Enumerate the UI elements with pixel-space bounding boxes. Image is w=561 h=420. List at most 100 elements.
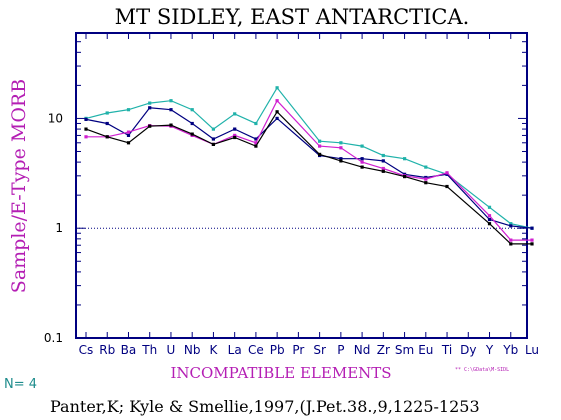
y-axis-label: Sample/E-Type MORB xyxy=(8,79,30,293)
data-point xyxy=(84,117,88,121)
x-tick-label-cs: Cs xyxy=(79,343,94,357)
data-point xyxy=(339,159,343,163)
data-point xyxy=(105,121,109,126)
data-point xyxy=(530,242,534,246)
data-point xyxy=(445,171,449,175)
data-point xyxy=(381,159,385,163)
data-point xyxy=(381,169,385,173)
data-point xyxy=(211,142,215,146)
citation: Panter,K; Kyle & Smellie,1997,(J.Pet.38.… xyxy=(50,397,480,416)
series-line xyxy=(85,107,533,229)
data-point xyxy=(318,144,322,148)
x-tick-label-pr: Pr xyxy=(292,343,304,357)
x-tick-label-la: La xyxy=(228,343,242,357)
x-tick-label-k: K xyxy=(209,343,218,357)
data-point xyxy=(105,111,109,115)
data-point xyxy=(169,99,173,103)
x-tick-label-ba: Ba xyxy=(121,343,137,357)
data-point xyxy=(339,157,343,161)
x-tick-label-rb: Rb xyxy=(99,343,115,357)
x-tick-label-y: Y xyxy=(485,343,494,357)
data-point xyxy=(509,224,513,228)
data-point xyxy=(360,157,364,161)
data-point xyxy=(509,242,513,246)
x-tick-label-u: U xyxy=(167,343,176,357)
data-point xyxy=(381,153,385,158)
data-point xyxy=(211,127,215,131)
data-point xyxy=(190,132,194,136)
x-tick-label-eu: Eu xyxy=(418,343,433,357)
x-tick-label-zr: Zr xyxy=(377,343,390,357)
y-tick-label: 1 xyxy=(55,221,63,235)
data-point xyxy=(381,166,385,171)
data-point xyxy=(211,137,215,141)
data-point xyxy=(487,217,492,222)
data-point xyxy=(530,238,534,242)
data-point xyxy=(424,181,428,185)
data-point xyxy=(254,121,258,126)
sample-count: N= 4 xyxy=(4,377,37,392)
plot-border xyxy=(75,32,528,339)
y-tick-label: 0.1 xyxy=(44,331,63,345)
data-point xyxy=(487,214,492,218)
data-point xyxy=(275,99,279,103)
data-point xyxy=(318,139,322,143)
data-point xyxy=(233,127,237,131)
series-2 xyxy=(84,106,534,230)
x-tick-label-p: P xyxy=(337,343,344,357)
data-point xyxy=(84,127,88,131)
data-point xyxy=(339,141,343,145)
x-axis-label: INCOMPATIBLE ELEMENTS xyxy=(170,364,391,382)
data-point xyxy=(424,165,428,169)
x-tick-label-ti: Ti xyxy=(441,343,452,357)
data-point xyxy=(318,152,322,156)
x-tick-label-sm: Sm xyxy=(395,343,414,357)
series-4 xyxy=(84,110,534,246)
data-point xyxy=(148,124,152,128)
data-point xyxy=(105,135,109,139)
series-3 xyxy=(84,99,534,242)
x-tick-label-ce: Ce xyxy=(248,343,264,357)
x-tick-label-th: Th xyxy=(141,343,157,357)
data-point xyxy=(254,137,258,141)
data-point xyxy=(126,133,131,137)
data-point xyxy=(360,165,364,169)
chart-title: MT SIDLEY, EAST ANTARCTICA. xyxy=(115,5,470,29)
x-tick-label-sr: Sr xyxy=(313,343,326,357)
data-point xyxy=(190,121,194,126)
data-point xyxy=(339,146,343,150)
series-line xyxy=(85,86,533,229)
x-tick-label-dy: Dy xyxy=(460,343,476,357)
x-tick-label-lu: Lu xyxy=(525,343,539,357)
x-axis-ticks: Cs Rb Ba Th U Nb K La Ce Pb Pr Sr P Nd Zr Sm Eu Ti Dy Y Yb Lu xyxy=(79,33,539,357)
plot-frame xyxy=(75,32,528,339)
data-point xyxy=(233,112,237,116)
data-point xyxy=(403,157,407,161)
data-point xyxy=(360,160,364,164)
data-point xyxy=(445,184,449,189)
data-point xyxy=(126,130,131,134)
y-tick-label: 10 xyxy=(48,111,63,125)
series-layer xyxy=(84,86,534,246)
data-point xyxy=(233,133,237,137)
data-point xyxy=(169,123,173,127)
x-tick-label-yb: Yb xyxy=(502,343,518,357)
data-point xyxy=(275,116,279,120)
data-point xyxy=(509,238,513,242)
data-point xyxy=(254,144,258,148)
data-point xyxy=(84,135,88,139)
data-point xyxy=(190,108,194,112)
y-axis-ticks: 0.1 1 10 xyxy=(44,32,527,345)
data-point xyxy=(509,222,513,226)
x-tick-label-nb: Nb xyxy=(184,343,201,357)
data-point xyxy=(148,106,152,110)
data-point xyxy=(360,144,364,148)
data-file-path: ** C:\GData\M-SIDL xyxy=(455,367,509,373)
data-point xyxy=(424,177,428,181)
data-point xyxy=(487,205,492,209)
data-point xyxy=(530,226,534,230)
series-line xyxy=(85,110,532,245)
data-point xyxy=(233,135,237,140)
data-point xyxy=(487,222,492,226)
